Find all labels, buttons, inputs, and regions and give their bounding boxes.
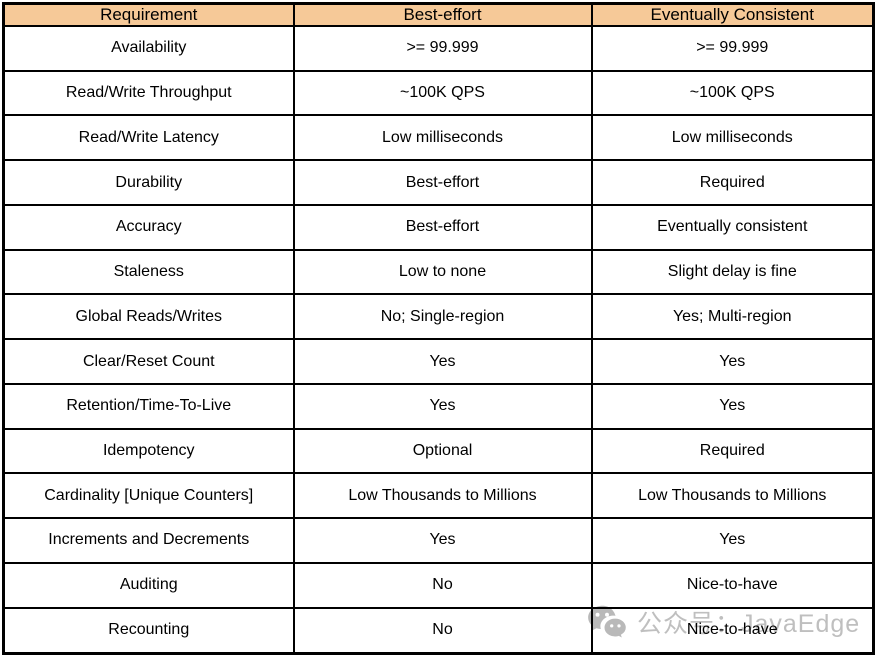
cell-requirement: Durability (2, 159, 295, 206)
cell-requirement: Cardinality [Unique Counters] (2, 472, 295, 520)
table-row: Global Reads/Writes No; Single-region Ye… (2, 293, 875, 341)
cell-eventually-consistent: Yes; Multi-region (590, 293, 875, 341)
table-row: Recounting No Nice-to-have (2, 606, 875, 655)
cell-eventually-consistent: Slight delay is fine (590, 248, 875, 296)
table-row: Increments and Decrements Yes Yes (2, 517, 875, 564)
cell-best-effort: No (292, 561, 593, 609)
cell-requirement: Accuracy (2, 203, 295, 251)
cell-best-effort: Yes (292, 338, 593, 385)
cell-requirement: Global Reads/Writes (2, 293, 295, 341)
cell-eventually-consistent: Eventually consistent (590, 203, 875, 251)
cell-requirement: Auditing (2, 561, 295, 609)
table-row: Auditing No Nice-to-have (2, 561, 875, 609)
table-row: Clear/Reset Count Yes Yes (2, 338, 875, 385)
column-header-best-effort: Best-effort (292, 2, 593, 27)
cell-best-effort: Low Thousands to Millions (292, 472, 593, 520)
cell-best-effort: No; Single-region (292, 293, 593, 341)
cell-best-effort: ~100K QPS (292, 69, 593, 117)
table-row: Read/Write Throughput ~100K QPS ~100K QP… (2, 69, 875, 117)
cell-requirement: Recounting (2, 606, 295, 655)
cell-requirement: Idempotency (2, 427, 295, 475)
cell-requirement: Availability (2, 25, 295, 72)
cell-eventually-consistent: Yes (590, 382, 875, 430)
column-header-eventually-consistent: Eventually Consistent (590, 2, 875, 27)
cell-best-effort: Yes (292, 517, 593, 564)
cell-requirement: Clear/Reset Count (2, 338, 295, 385)
table-row: Read/Write Latency Low milliseconds Low … (2, 114, 875, 162)
cell-best-effort: Optional (292, 427, 593, 475)
cell-eventually-consistent: Low milliseconds (590, 114, 875, 162)
cell-requirement: Read/Write Throughput (2, 69, 295, 117)
cell-best-effort: No (292, 606, 593, 655)
cell-best-effort: Best-effort (292, 159, 593, 206)
cell-requirement: Staleness (2, 248, 295, 296)
table-row: Staleness Low to none Slight delay is fi… (2, 248, 875, 296)
table-row: Retention/Time-To-Live Yes Yes (2, 382, 875, 430)
cell-best-effort: Low milliseconds (292, 114, 593, 162)
table-row: Accuracy Best-effort Eventually consiste… (2, 203, 875, 251)
cell-eventually-consistent: ~100K QPS (590, 69, 875, 117)
table-row: Idempotency Optional Required (2, 427, 875, 475)
cell-requirement: Retention/Time-To-Live (2, 382, 295, 430)
table-row: Cardinality [Unique Counters] Low Thousa… (2, 472, 875, 520)
cell-eventually-consistent: Nice-to-have (590, 606, 875, 655)
cell-best-effort: Low to none (292, 248, 593, 296)
cell-requirement: Increments and Decrements (2, 517, 295, 564)
cell-best-effort: Best-effort (292, 203, 593, 251)
cell-eventually-consistent: Low Thousands to Millions (590, 472, 875, 520)
cell-eventually-consistent: >= 99.999 (590, 25, 875, 72)
cell-eventually-consistent: Yes (590, 517, 875, 564)
column-header-requirement: Requirement (2, 2, 295, 27)
cell-eventually-consistent: Required (590, 159, 875, 206)
cell-requirement: Read/Write Latency (2, 114, 295, 162)
table-row: Availability >= 99.999 >= 99.999 (2, 25, 875, 72)
cell-eventually-consistent: Nice-to-have (590, 561, 875, 609)
cell-best-effort: Yes (292, 382, 593, 430)
table-row: Durability Best-effort Required (2, 159, 875, 206)
header-row: Requirement Best-effort Eventually Consi… (2, 2, 875, 27)
cell-eventually-consistent: Yes (590, 338, 875, 385)
cell-best-effort: >= 99.999 (292, 25, 593, 72)
cell-eventually-consistent: Required (590, 427, 875, 475)
